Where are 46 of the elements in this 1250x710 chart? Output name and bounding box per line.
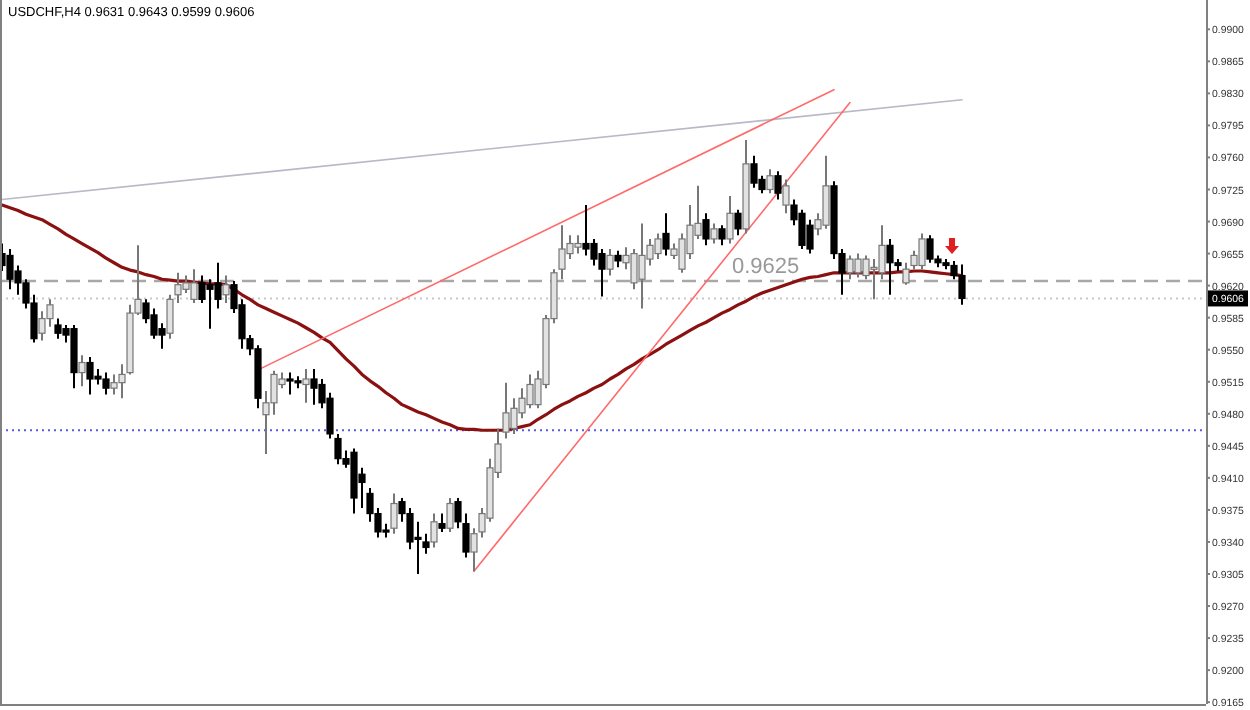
candlestick bbox=[350, 447, 358, 515]
candlestick bbox=[702, 212, 710, 247]
ref-line-label: 0.9625 bbox=[732, 255, 800, 280]
candlestick bbox=[206, 278, 214, 330]
candlestick bbox=[654, 232, 662, 261]
candlestick bbox=[286, 371, 294, 396]
candlestick bbox=[662, 212, 670, 257]
candlestick bbox=[886, 237, 894, 296]
candlestick bbox=[70, 323, 78, 390]
candlestick bbox=[190, 268, 198, 305]
candlestick bbox=[766, 168, 774, 195]
candlestick bbox=[710, 222, 718, 245]
candlestick bbox=[958, 263, 966, 306]
candlestick bbox=[6, 248, 14, 291]
candlestick bbox=[446, 497, 454, 533]
candlestick bbox=[574, 234, 582, 255]
candlestick bbox=[926, 234, 934, 264]
candlestick bbox=[806, 218, 814, 255]
candlestick bbox=[430, 512, 438, 549]
candlestick bbox=[726, 194, 734, 245]
candlestick bbox=[310, 367, 318, 406]
candlestick bbox=[102, 371, 110, 396]
candlestick bbox=[582, 204, 590, 257]
candlestick bbox=[854, 252, 862, 279]
line-series bbox=[0, 203, 964, 432]
candlestick bbox=[438, 512, 446, 533]
candlestick bbox=[606, 248, 614, 277]
candlestick bbox=[86, 356, 94, 396]
candlestick bbox=[774, 170, 782, 201]
candlestick bbox=[158, 322, 166, 350]
candlestick bbox=[78, 354, 86, 388]
candlestick bbox=[638, 222, 646, 310]
candlestick bbox=[414, 520, 422, 575]
candlestick bbox=[222, 274, 230, 305]
candlestick bbox=[846, 254, 854, 281]
candlestick bbox=[390, 492, 398, 535]
candlestick bbox=[526, 373, 534, 410]
candlestick bbox=[750, 154, 758, 189]
candlestick bbox=[718, 224, 726, 247]
candlestick bbox=[302, 367, 310, 404]
candlestick bbox=[798, 208, 806, 251]
candlestick bbox=[782, 178, 790, 215]
candlestick bbox=[734, 208, 742, 237]
candlestick bbox=[918, 232, 926, 271]
candlestick bbox=[54, 317, 62, 340]
candlestick bbox=[822, 154, 830, 230]
